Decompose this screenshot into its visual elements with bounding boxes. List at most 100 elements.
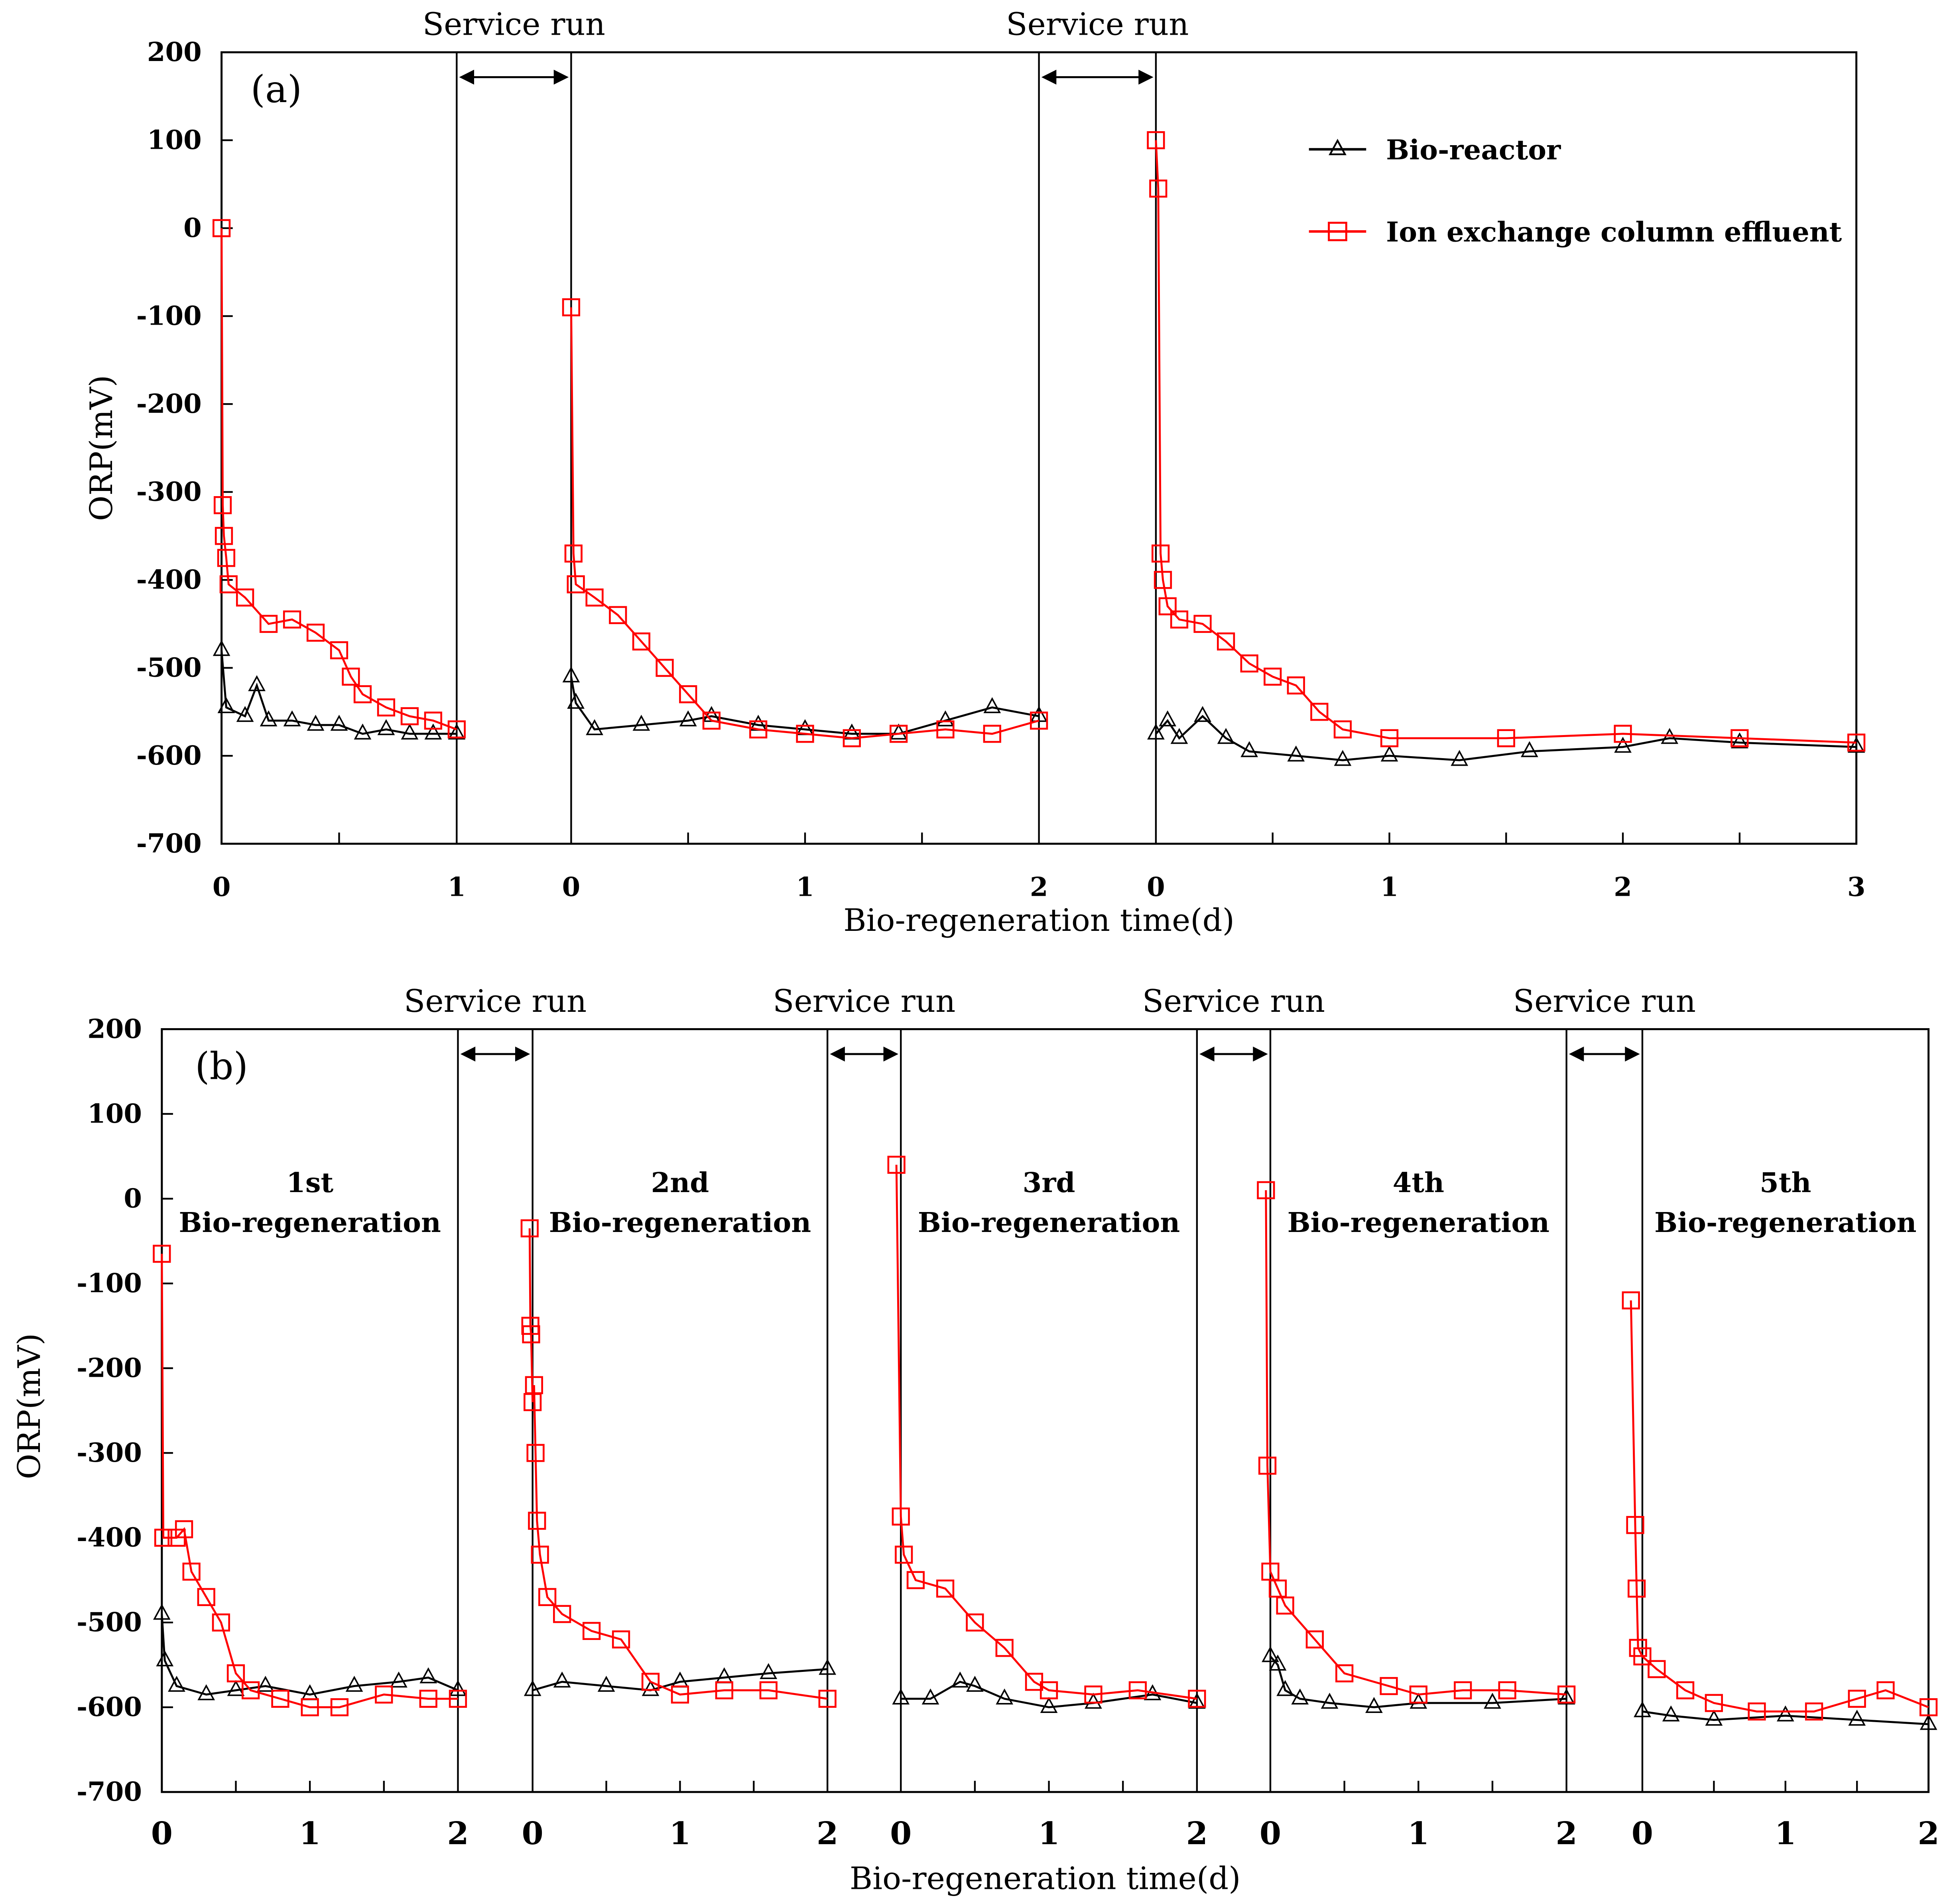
data-point-triangle bbox=[217, 697, 235, 714]
data-point-triangle bbox=[156, 1650, 174, 1667]
data-point-square bbox=[906, 1571, 925, 1589]
x-axis-label: Bio-regeneration time(d) bbox=[843, 903, 1234, 938]
data-point-square bbox=[520, 1219, 539, 1238]
x-tick-label: 1 bbox=[448, 872, 466, 903]
x-tick-label: 2 bbox=[1030, 872, 1048, 903]
x-tick-label: 2 bbox=[447, 1815, 469, 1852]
data-point-triangle bbox=[256, 1675, 274, 1692]
data-point-triangle bbox=[1705, 1709, 1723, 1726]
x-tick-label: 3 bbox=[1847, 872, 1866, 903]
data-point-square bbox=[966, 1613, 984, 1632]
data-point-square bbox=[522, 1325, 540, 1344]
data-point-square bbox=[936, 1579, 955, 1598]
data-point-square bbox=[1257, 1181, 1275, 1199]
x-axis-label: Bio-regeneration time(d) bbox=[850, 1861, 1241, 1897]
data-point-square bbox=[213, 496, 232, 514]
y-tick-label: -600 bbox=[77, 1691, 142, 1722]
data-point-square bbox=[1276, 1597, 1294, 1615]
data-point-triangle bbox=[524, 1680, 541, 1696]
x-tick-label: 1 bbox=[669, 1815, 691, 1852]
data-point-square bbox=[1030, 712, 1048, 730]
data-point-square bbox=[377, 698, 396, 717]
series-line bbox=[901, 1681, 1197, 1709]
x-tick-label: 1 bbox=[1380, 872, 1399, 903]
data-point-square bbox=[1149, 179, 1167, 198]
arrow-head-left bbox=[459, 69, 474, 85]
data-point-square bbox=[449, 1689, 467, 1708]
data-point-square bbox=[1158, 597, 1177, 615]
data-point-triangle bbox=[679, 710, 697, 727]
data-point-square bbox=[1614, 725, 1632, 743]
y-tick-label: -400 bbox=[136, 564, 202, 595]
data-point-square bbox=[562, 298, 581, 317]
y-tick-label: 200 bbox=[147, 37, 202, 67]
data-point-square bbox=[1188, 1689, 1206, 1708]
series-bio-reactor bbox=[153, 1604, 467, 1701]
data-point-square bbox=[759, 1681, 778, 1699]
data-point-square bbox=[154, 1528, 173, 1547]
series-bio-reactor bbox=[1147, 706, 1865, 766]
data-point-square bbox=[217, 549, 236, 567]
data-point-triangle bbox=[377, 719, 395, 735]
y-tick-label: -700 bbox=[77, 1776, 142, 1807]
y-axis-label: ORP(mV) bbox=[12, 1333, 47, 1479]
data-point-square bbox=[1193, 615, 1212, 633]
data-point-square bbox=[1380, 729, 1399, 747]
data-point-square bbox=[749, 720, 768, 739]
data-point-triangle bbox=[1451, 750, 1469, 766]
data-point-square bbox=[1335, 1664, 1354, 1683]
data-point-triangle bbox=[1662, 1705, 1680, 1722]
data-point-triangle bbox=[983, 697, 1001, 714]
data-point-square bbox=[528, 1512, 546, 1530]
service-run-label: Service run bbox=[1142, 984, 1325, 1019]
y-tick-label: 100 bbox=[147, 124, 202, 155]
data-point-triangle bbox=[307, 715, 325, 731]
data-point-square bbox=[843, 729, 861, 747]
data-point-square bbox=[226, 1664, 245, 1683]
data-point-square bbox=[1731, 729, 1749, 747]
series-ion-exchange-effluent bbox=[1147, 131, 1866, 752]
x-tick-label: 2 bbox=[1614, 872, 1632, 903]
data-point-square bbox=[1409, 1685, 1427, 1704]
data-point-triangle bbox=[1291, 1688, 1309, 1705]
arrow-head-right bbox=[1625, 1047, 1640, 1062]
data-point-triangle bbox=[1334, 750, 1352, 766]
data-point-square bbox=[585, 588, 604, 607]
y-tick-label: 0 bbox=[124, 1183, 142, 1214]
arrow-head-right bbox=[515, 1047, 530, 1062]
y-tick-label: -500 bbox=[77, 1607, 142, 1638]
data-point-square bbox=[1152, 544, 1170, 563]
data-point-triangle bbox=[1188, 1693, 1206, 1709]
x-tick-label: 1 bbox=[796, 872, 814, 903]
y-tick-label: -300 bbox=[136, 476, 202, 507]
data-point-square bbox=[1217, 632, 1235, 651]
data-point-triangle bbox=[1240, 741, 1258, 757]
data-point-triangle bbox=[1484, 1693, 1501, 1709]
arrow-head-right bbox=[883, 1047, 899, 1062]
x-tick-label: 0 bbox=[213, 872, 231, 903]
data-point-square bbox=[1633, 1647, 1652, 1666]
y-tick-label: -700 bbox=[136, 828, 202, 859]
series-ion-exchange-effluent bbox=[212, 219, 466, 739]
data-point-square bbox=[1305, 1630, 1324, 1649]
data-point-triangle bbox=[168, 1675, 185, 1692]
x-tick-label: 2 bbox=[1555, 1815, 1577, 1852]
data-point-triangle bbox=[236, 706, 254, 722]
data-point-square bbox=[175, 1520, 193, 1538]
series-line bbox=[1155, 715, 1857, 761]
data-point-triangle bbox=[921, 1688, 939, 1705]
data-point-square bbox=[632, 632, 651, 651]
data-point-triangle bbox=[597, 1675, 615, 1692]
data-point-square bbox=[330, 1698, 349, 1717]
series-ion-exchange-effluent bbox=[887, 1155, 1206, 1708]
data-point-triangle bbox=[248, 675, 266, 691]
data-point-square bbox=[1626, 1516, 1644, 1534]
series-ion-exchange-effluent bbox=[153, 1245, 467, 1717]
data-point-square bbox=[892, 1507, 910, 1526]
data-point-triangle bbox=[1410, 1693, 1427, 1709]
data-point-triangle bbox=[1287, 745, 1305, 762]
data-point-square bbox=[1264, 667, 1282, 686]
data-point-triangle bbox=[996, 1688, 1014, 1705]
data-point-square bbox=[553, 1605, 571, 1623]
data-point-square bbox=[153, 1245, 171, 1263]
